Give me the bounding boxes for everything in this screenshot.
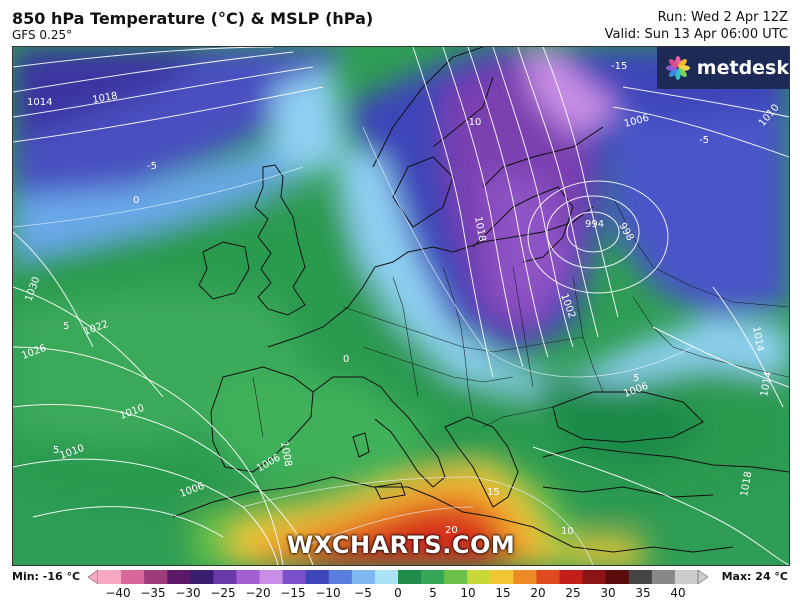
isobar-label: 1018 [472, 216, 487, 243]
tick-label: −15 [280, 586, 306, 600]
colorbar-swatch [328, 570, 353, 584]
isotherm-label: 10 [561, 526, 574, 537]
colorbar-swatch [559, 570, 584, 584]
tick-label: −40 [105, 586, 131, 600]
model-label: GFS 0.25° [12, 28, 73, 42]
tick-label: −10 [315, 586, 341, 600]
valid-time: Valid: Sun 13 Apr 06:00 UTC [604, 27, 788, 42]
tick-label: 35 [635, 586, 651, 600]
tick-label: 15 [495, 586, 511, 600]
coastlines [172, 47, 789, 553]
colorbar-swatch [374, 570, 399, 584]
colorbar-swatch [651, 570, 676, 584]
isobar-label: 1014 [750, 326, 765, 353]
isotherms [13, 126, 694, 565]
isotherm-label: -5 [699, 135, 709, 146]
isotherm-label: 5 [63, 321, 69, 332]
isotherm-label: 0 [343, 354, 349, 365]
tick-label: 30 [600, 586, 616, 600]
tick-label: −35 [140, 586, 166, 600]
isobar-label: 1018 [739, 471, 754, 498]
colorbar-swatch [536, 570, 561, 584]
isotherm-label: 0 [133, 195, 139, 206]
colorbar-swatch [167, 570, 191, 584]
colorbar-swatch [305, 570, 330, 584]
chart-title: 850 hPa Temperature (°C) & MSLP (hPa) [12, 9, 374, 28]
colorbar-swatch [121, 570, 145, 584]
tick-label: −5 [354, 586, 372, 600]
colorbar-ticks: −40 −35 −30 −25 −20 −15 −10 −5 0 5 10 15 20 25 30 35 40 [0, 586, 800, 604]
watermark: WXCHARTS.COM [286, 531, 516, 559]
colorbar-swatch [144, 570, 168, 584]
colorbar-swatch [605, 570, 630, 584]
colorbar-swatch [490, 570, 514, 584]
colorbar-swatch [513, 570, 537, 584]
colorbar-swatch [467, 570, 491, 584]
isotherm-label: 15 [487, 487, 500, 498]
isotherm-label: 20 [445, 525, 458, 536]
colorbar-swatch [398, 570, 422, 584]
isobar-label: 1018 [92, 91, 119, 106]
isotherm-label: -10 [465, 117, 481, 128]
tick-label: −25 [210, 586, 236, 600]
isotherm-label: 5 [53, 445, 59, 456]
colorbar-swatch [628, 570, 653, 584]
tick-label: 40 [670, 586, 686, 600]
temperature-pressure-map: 1030 1026 1022 1018 1014 1010 1006 1002 … [13, 47, 789, 565]
isobar-label: 994 [585, 219, 604, 230]
colorbar-swatch [259, 570, 284, 584]
colorbar-swatch [582, 570, 607, 584]
country-borders [252, 196, 789, 438]
isotherm-label: 5 [633, 373, 639, 384]
logo-text: metdesk [696, 57, 789, 79]
colorbar-swatch [282, 570, 307, 584]
isobar-label: 1008 [278, 441, 293, 468]
tick-label: 0 [394, 586, 402, 600]
tick-label: 5 [429, 586, 437, 600]
max-label: Max: 24 °C [721, 570, 788, 583]
colorbar-swatch [421, 570, 445, 584]
colorbar [88, 570, 708, 584]
forecast-map[interactable]: 1030 1026 1022 1018 1014 1010 1006 1002 … [12, 46, 790, 566]
temperature-labels: -15 -10 -5 0 5 10 15 20 0 5 -5 5 [53, 61, 709, 537]
isobar-label: 1014 [759, 371, 774, 398]
temperature-field [13, 47, 789, 565]
tick-label: 20 [530, 586, 546, 600]
isobars [13, 47, 789, 565]
tick-label: 10 [460, 586, 476, 600]
tick-label: 25 [565, 586, 581, 600]
tick-label: −20 [245, 586, 271, 600]
isotherm-label: -15 [611, 61, 627, 72]
run-time: Run: Wed 2 Apr 12Z [657, 10, 788, 25]
color-legend: Min: -16 °C Max: 24 °C −40 −35 −30 −25 −20 −1… [0, 566, 800, 612]
colorbar-swatch [98, 570, 122, 584]
isotherm-label: -5 [147, 161, 157, 172]
colorbar-swatch [213, 570, 237, 584]
min-label: Min: -16 °C [12, 570, 81, 583]
colorbar-max-arrow [697, 570, 708, 584]
colorbar-swatch [351, 570, 376, 584]
tick-label: −30 [175, 586, 201, 600]
pinwheel-icon [665, 56, 690, 80]
isobar-label: 1014 [27, 97, 52, 108]
colorbar-swatch [674, 570, 699, 584]
colorbar-min-arrow [88, 570, 99, 584]
colorbar-swatch [190, 570, 214, 584]
colorbar-swatch [444, 570, 468, 584]
colorbar-swatch [236, 570, 261, 584]
metdesk-logo[interactable]: metdesk [657, 47, 789, 89]
